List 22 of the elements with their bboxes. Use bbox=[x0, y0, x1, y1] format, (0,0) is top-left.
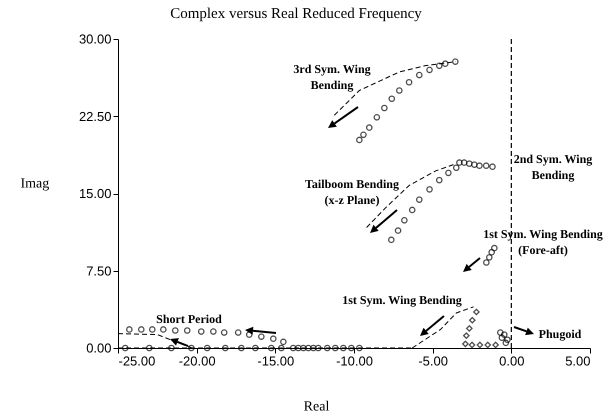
x-axis-title: Real bbox=[304, 400, 330, 414]
y-tick-label: 22.50 bbox=[78, 108, 112, 124]
annotation: Phugoid bbox=[538, 327, 582, 341]
annotation: 2nd Sym. Wing Bending bbox=[514, 152, 592, 182]
y-tick-label: 15.00 bbox=[78, 186, 112, 201]
annotation: 1st Sym. Wing Bending (Fore-aft) bbox=[483, 227, 603, 257]
y-tick-label: 7.50 bbox=[86, 263, 112, 278]
chart-title: Complex versus Real Reduced Frequency bbox=[170, 6, 422, 22]
y-axis-title: Imag bbox=[20, 176, 50, 192]
y-tick-label: 0.00 bbox=[86, 340, 112, 356]
x-tick-label: -15.00 bbox=[257, 354, 294, 368]
x-tick-label: 0.00 bbox=[499, 354, 524, 368]
x-tick-label: -20.00 bbox=[178, 354, 216, 368]
annotation: Short Period bbox=[156, 312, 222, 326]
annotation: 1st Sym. Wing Bending bbox=[342, 293, 462, 307]
x-tick-label: -10.00 bbox=[336, 354, 373, 368]
y-tick-label: 30.00 bbox=[78, 32, 112, 46]
annotation: 3rd Sym. Wing Bending bbox=[293, 62, 371, 92]
x-tick-label: -25.00 bbox=[118, 354, 156, 368]
x-tick-label: 5.00 bbox=[565, 354, 590, 368]
annotation: Tailboom Bending (x-z Plane) bbox=[305, 177, 399, 207]
x-tick-label: -5.00 bbox=[418, 354, 448, 368]
